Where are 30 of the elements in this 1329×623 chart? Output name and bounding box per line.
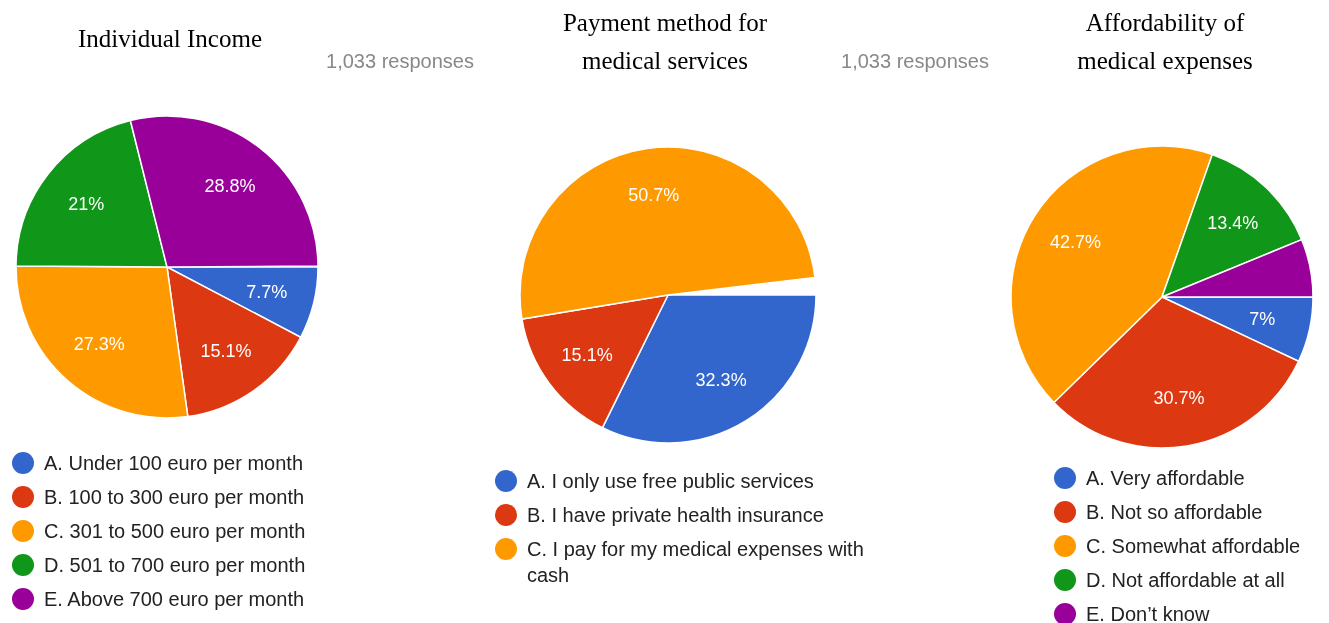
data-label: 13.4% [1207, 212, 1259, 233]
data-label: 50.7% [628, 185, 680, 206]
data-label: 15.1% [561, 344, 613, 365]
legend-label: D. 501 to 700 euro per month [44, 553, 306, 578]
legend-label: A. I only use free public services [527, 469, 814, 494]
data-label: 42.7% [1049, 231, 1101, 252]
legend-label: C. Somewhat affordable [1086, 534, 1301, 559]
data-label: 30.7% [1153, 388, 1205, 409]
chart-title: Individual Income [77, 24, 263, 54]
data-label: 32.3% [695, 370, 747, 391]
data-label: 7% [1249, 309, 1276, 330]
legend-label: B. Not so affordable [1086, 500, 1263, 525]
text: 1,033 responses [840, 50, 990, 73]
legend-label: A. Under 100 euro per month [44, 451, 304, 476]
legend-label: B. 100 to 300 euro per month [44, 485, 305, 510]
data-label: 15.1% [200, 341, 252, 362]
chart-title: Affordability of medical expenses [1076, 8, 1254, 76]
data-label: 21% [68, 193, 105, 214]
legend-label: B. I have private health insurance [527, 503, 824, 528]
text: 1,033 responses [325, 50, 475, 73]
legend-label: D. Not affordable at all [1086, 568, 1285, 593]
legend-label: A. Very affordable [1086, 466, 1245, 491]
legend-label: E. Above 700 euro per month [44, 587, 305, 612]
legend-label: C. 301 to 500 euro per month [44, 519, 306, 544]
data-label: 27.3% [73, 334, 125, 355]
data-label: 7.7% [246, 281, 288, 302]
data-label: 28.8% [204, 175, 256, 196]
legend-label: E. Don’t know [1086, 602, 1210, 623]
chart-title: Payment method for medical services [561, 8, 769, 76]
legend-label: C. I pay for my medical expenses with cash [527, 537, 865, 588]
